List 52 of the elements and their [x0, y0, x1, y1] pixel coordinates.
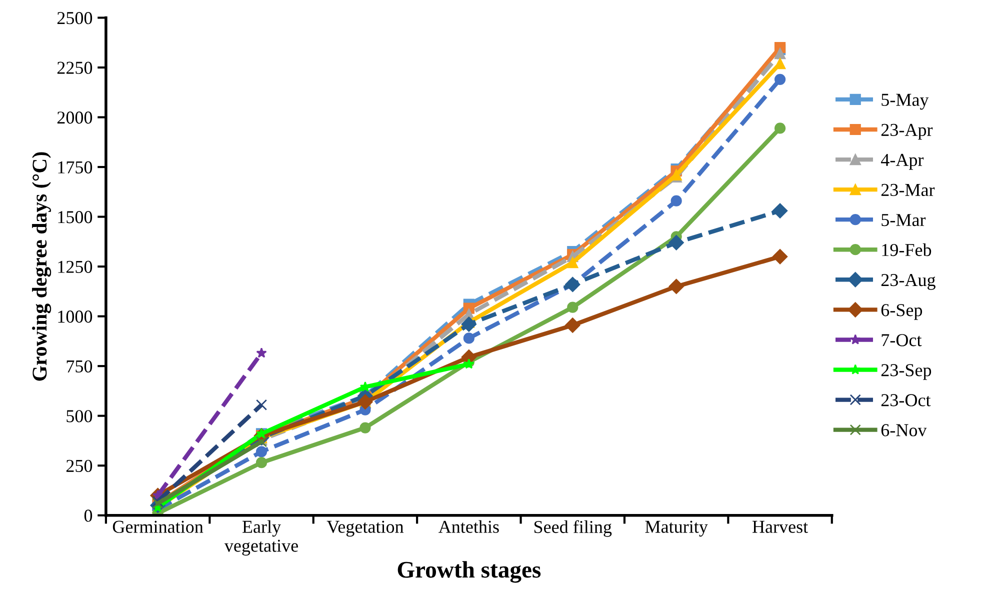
legend-label: 23-Oct	[881, 394, 931, 406]
x-tick-label: Harvest	[752, 520, 808, 533]
point	[670, 195, 682, 206]
legend-label: 23-Aug	[881, 274, 936, 290]
legend-label: 7-Oct	[882, 334, 922, 346]
y-tick-label: 0	[84, 510, 92, 522]
legend-label: 23-Mar	[881, 184, 935, 196]
x-tick-label: Seed filing	[534, 520, 612, 537]
point	[463, 332, 474, 344]
legend-label: 23-Sep	[881, 364, 932, 380]
legend-label: 19-Feb	[882, 243, 932, 256]
point	[565, 318, 580, 333]
legend-label: 5-Mar	[882, 214, 926, 226]
y-tick-label: 2000	[57, 112, 92, 124]
x-axis-title: Growth stages	[398, 561, 541, 583]
point	[774, 122, 786, 134]
y-axis-title: Growing degree days (°C)	[32, 152, 52, 381]
y-tick-label: 1000	[58, 310, 92, 323]
point	[256, 436, 268, 448]
point	[668, 235, 684, 250]
point	[668, 278, 684, 294]
point	[772, 249, 788, 264]
point	[256, 457, 268, 468]
point	[567, 302, 578, 313]
legend-label: 6-Sep	[881, 304, 922, 320]
y-tick-label: 1250	[58, 260, 92, 273]
point	[461, 316, 476, 332]
point	[256, 348, 267, 358]
point	[774, 48, 786, 60]
point	[360, 422, 371, 434]
legend-label: 6-Nov	[881, 424, 927, 436]
y-tick-label: 500	[66, 410, 92, 422]
x-tick-label: Early vegetative	[224, 520, 298, 556]
x-tick-label: Vegetation	[326, 520, 404, 537]
y-tick-label: 250	[66, 460, 92, 472]
x-tick-label: Antethis	[438, 520, 499, 533]
y-tick-label: 1750	[58, 161, 92, 174]
legend-label: 23-Apr	[881, 124, 933, 140]
y-tick-label: 1500	[58, 211, 92, 224]
point	[567, 257, 578, 268]
point	[565, 276, 580, 292]
point	[256, 446, 268, 458]
legend-label: 5-May	[882, 94, 929, 110]
y-tick-label: 2250	[57, 62, 92, 74]
point	[774, 74, 786, 85]
point	[772, 203, 788, 218]
point	[256, 399, 268, 410]
x-tick-label: Germination	[112, 520, 204, 533]
legend-label: 4-Apr	[880, 154, 924, 170]
x-tick-label: Maturity	[645, 520, 708, 537]
y-tick-label: 750	[66, 360, 92, 373]
y-tick-label: 2500	[57, 12, 92, 24]
